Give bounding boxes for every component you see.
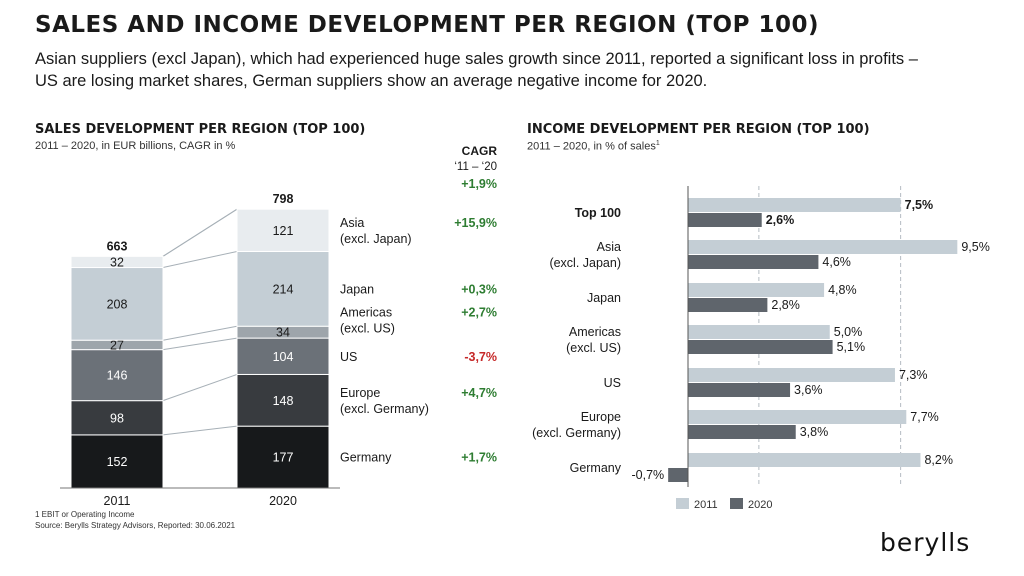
data-label-japan-2011: 208	[107, 297, 128, 311]
value-label-germany-2011: 8,2%	[924, 453, 953, 467]
series-label-japan: Japan	[340, 282, 374, 296]
total-label-2011: 663	[107, 239, 128, 253]
x-tick-label-2011: 2011	[104, 494, 131, 508]
legend-label-2011: 2011	[694, 499, 718, 511]
income-subtitle-text: 2011 – 2020, in % of sales	[527, 140, 656, 153]
cagr-period: ‘11 – ‘20	[454, 161, 497, 173]
legend-swatch-2020	[730, 498, 743, 509]
income-chart-title: INCOME DEVELOPMENT PER REGION (TOP 100)	[527, 122, 870, 137]
bar-americas-excl-us-2020	[688, 340, 833, 354]
category-label-europe-excl-germany: Europe (excl. Germany)	[532, 410, 621, 440]
bar-segment-us-2020	[236, 337, 330, 375]
series-label-americas-excl-us: Americas (excl. US)	[340, 306, 395, 336]
connector-line	[162, 325, 238, 341]
series-label-us: US	[340, 350, 357, 364]
cagr-value-japan: +0,3%	[461, 282, 497, 296]
bar-germany-2020	[668, 468, 688, 482]
legend-swatch-2011	[676, 498, 689, 509]
sales-chart-subtitle: 2011 – 2020, in EUR billions, CAGR in %	[35, 140, 236, 152]
data-label-asia-excl-japan-2011: 32	[110, 255, 124, 269]
value-label-europe-excl-germany-2020: 3,8%	[800, 425, 829, 439]
subtitle-line-1: Asian suppliers (excl Japan), which had …	[35, 50, 918, 68]
bar-japan-2011	[688, 283, 825, 297]
value-label-top-100-2011: 7,5%	[905, 198, 934, 212]
cagr-header: CAGR	[462, 144, 498, 158]
value-label-americas-excl-us-2011: 5,0%	[834, 325, 863, 339]
bar-us-2020	[688, 383, 791, 397]
data-label-americas-excl-us-2011: 27	[110, 338, 124, 352]
category-label-germany: Germany	[570, 461, 622, 475]
value-label-us-2020: 3,6%	[794, 383, 823, 397]
category-label-us: US	[604, 376, 621, 390]
cagr-value-germany: +1,7%	[461, 451, 497, 465]
cagr-value-total: +1,9%	[461, 177, 497, 191]
bar-germany-2011	[688, 453, 921, 467]
bar-segment-japan-2020	[236, 250, 330, 327]
data-label-germany-2020: 177	[273, 451, 294, 465]
value-label-asia-excl-japan-2020: 4,6%	[822, 255, 851, 269]
footnote: 1 EBIT or Operating Income	[35, 510, 135, 519]
connector-line	[162, 337, 238, 351]
bar-segment-asia-excl-japan-2011	[70, 255, 164, 269]
connector-line	[162, 250, 238, 269]
data-label-japan-2020: 214	[273, 282, 294, 296]
series-label-germany: Germany	[340, 451, 392, 465]
series-label-europe-excl-germany: Europe (excl. Germany)	[340, 386, 429, 416]
value-label-top-100-2020: 2,6%	[766, 213, 795, 227]
cagr-value-us: -3,7%	[464, 350, 497, 364]
category-label-japan: Japan	[587, 291, 621, 305]
bar-top-100-2020	[688, 213, 762, 227]
bar-segment-japan-2011	[70, 267, 164, 341]
category-label-top-100: Top 100	[575, 206, 621, 220]
series-label-asia-excl-japan: Asia (excl. Japan)	[340, 216, 412, 246]
cagr-value-europe-excl-germany: +4,7%	[461, 386, 497, 400]
connector-line	[162, 425, 238, 436]
berylls-logo: berylls	[880, 528, 971, 557]
bar-us-2011	[688, 368, 895, 382]
page-title: SALES AND INCOME DEVELOPMENT PER REGION …	[35, 12, 819, 38]
value-label-asia-excl-japan-2011: 9,5%	[961, 240, 990, 254]
connector-line	[162, 208, 238, 257]
bar-segment-europe-excl-germany-2011	[70, 400, 164, 436]
bar-europe-excl-germany-2011	[688, 410, 907, 424]
value-label-us-2011: 7,3%	[899, 368, 928, 382]
bar-europe-excl-germany-2020	[688, 425, 796, 439]
income-chart-subtitle: 2011 – 2020, in % of sales1	[527, 140, 660, 153]
connector-line	[162, 373, 238, 402]
data-label-asia-excl-japan-2020: 121	[273, 224, 294, 238]
cagr-value-asia-excl-japan: +15,9%	[454, 216, 497, 230]
value-label-japan-2011: 4,8%	[828, 283, 857, 297]
category-label-asia-excl-japan: Asia (excl. Japan)	[549, 240, 621, 270]
value-label-germany-2020: -0,7%	[631, 468, 664, 482]
data-label-europe-excl-germany-2020: 148	[273, 394, 294, 408]
value-label-japan-2020: 2,8%	[771, 298, 800, 312]
bar-segment-asia-excl-japan-2020	[236, 208, 330, 252]
sales-chart-title: SALES DEVELOPMENT PER REGION (TOP 100)	[35, 122, 366, 137]
bar-americas-excl-us-2011	[688, 325, 830, 339]
data-label-europe-excl-germany-2011: 98	[110, 411, 124, 425]
total-label-2020: 798	[273, 192, 294, 206]
sales-stacked-bar-chart: 152 177 98 148 146 104 27 34 208 214 32 121 663 2011 7…	[60, 144, 498, 508]
data-label-us-2011: 146	[107, 369, 128, 383]
cagr-value-americas-excl-us: +2,7%	[461, 306, 497, 320]
bar-top-100-2011	[688, 198, 901, 212]
bar-segment-europe-excl-germany-2020	[236, 373, 330, 427]
data-label-germany-2011: 152	[107, 455, 128, 469]
value-label-americas-excl-us-2020: 5,1%	[837, 340, 866, 354]
bar-asia-excl-japan-2020	[688, 255, 819, 269]
data-label-americas-excl-us-2020: 34	[276, 326, 290, 340]
bar-asia-excl-japan-2011	[688, 240, 958, 254]
value-label-europe-excl-germany-2011: 7,7%	[910, 410, 939, 424]
page-subtitle: Asian suppliers (excl Japan), which had …	[35, 48, 995, 92]
source-note: Source: Berylls Strategy Advisors, Repor…	[35, 521, 236, 530]
bar-japan-2020	[688, 298, 768, 312]
bar-segment-us-2011	[70, 349, 164, 402]
category-label-americas-excl-us: Americas (excl. US)	[566, 325, 621, 355]
footnote-marker: 1	[655, 140, 660, 147]
subtitle-line-2: US are losing market shares, German supp…	[35, 72, 708, 90]
x-tick-label-2020: 2020	[269, 494, 297, 508]
data-label-us-2020: 104	[273, 350, 294, 364]
legend-label-2020: 2020	[748, 499, 772, 511]
